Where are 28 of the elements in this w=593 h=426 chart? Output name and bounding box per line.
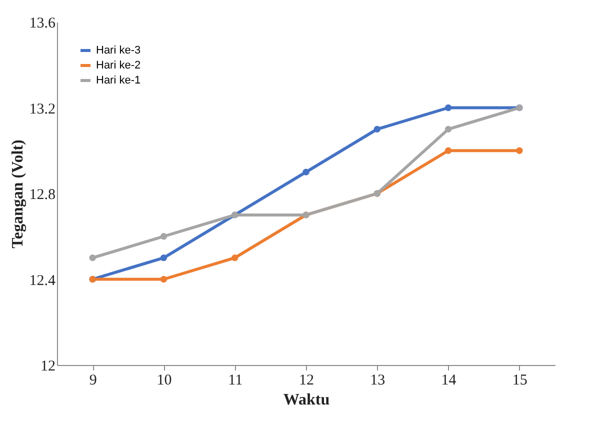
y-tick-label: 12.8: [29, 187, 56, 203]
y-tick-label: 13.6: [29, 16, 56, 32]
x-tick-label: 14: [441, 372, 457, 388]
legend-label: Hari ke-2: [96, 60, 141, 72]
point: [516, 147, 523, 154]
point: [160, 276, 168, 283]
legend-label: Hari ke-1: [96, 74, 141, 86]
point: [444, 147, 452, 154]
y-tick-label: 12.4: [29, 272, 56, 289]
y-tick-label: 13.2: [29, 101, 56, 118]
point: [160, 233, 168, 240]
point: [232, 254, 238, 262]
x-tick-label: 15: [512, 372, 528, 388]
y-axis-title: Tegangan (Volt): [9, 140, 26, 248]
x-tick-label: 11: [228, 372, 243, 388]
point: [89, 254, 96, 262]
x-tick-label: 10: [156, 372, 172, 388]
point: [160, 254, 168, 262]
x-tick-label: 12: [299, 372, 314, 388]
point: [444, 104, 452, 112]
point: [374, 126, 380, 133]
x-axis-title: Waktu: [283, 392, 330, 408]
point: [444, 126, 452, 133]
x-tick-label: 13: [370, 372, 386, 388]
legend-label: Hari ke-3: [96, 44, 141, 56]
x-tick-label: 9: [89, 372, 97, 388]
point: [302, 168, 310, 176]
y-tick-label: 12: [40, 358, 56, 374]
